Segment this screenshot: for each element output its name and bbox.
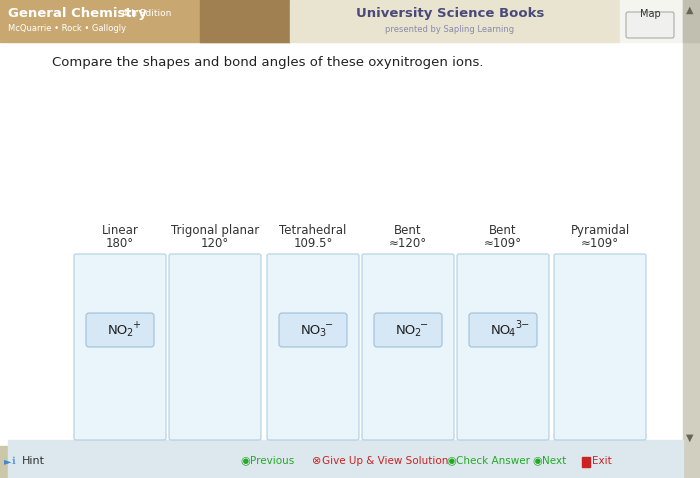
Text: Compare the shapes and bond angles of these oxynitrogen ions.: Compare the shapes and bond angles of th…: [52, 55, 484, 68]
Text: −: −: [420, 320, 428, 330]
Text: ≈109°: ≈109°: [484, 237, 522, 250]
FancyBboxPatch shape: [374, 313, 442, 347]
Text: Give Up & View Solution: Give Up & View Solution: [322, 456, 449, 466]
Bar: [683, 0, 700, 478]
FancyBboxPatch shape: [86, 313, 154, 347]
Text: Next: Next: [542, 456, 566, 466]
Text: ▲: ▲: [686, 5, 694, 15]
Text: McQuarrie • Rock • Gallogly: McQuarrie • Rock • Gallogly: [8, 23, 126, 33]
Text: NO: NO: [301, 324, 321, 337]
Text: 109.5°: 109.5°: [293, 237, 332, 250]
Text: General Chemistry: General Chemistry: [8, 7, 147, 20]
Text: ⊗: ⊗: [312, 456, 321, 466]
Text: Exit: Exit: [592, 456, 612, 466]
Text: 4: 4: [509, 328, 515, 338]
Text: ◉: ◉: [532, 456, 542, 466]
FancyBboxPatch shape: [267, 254, 359, 440]
Text: ◉: ◉: [240, 456, 250, 466]
Text: Map: Map: [640, 9, 661, 19]
FancyBboxPatch shape: [457, 254, 549, 440]
Text: 120°: 120°: [201, 237, 229, 250]
FancyBboxPatch shape: [362, 254, 454, 440]
FancyBboxPatch shape: [169, 254, 261, 440]
Text: Bent: Bent: [394, 224, 422, 237]
Text: ≈120°: ≈120°: [389, 237, 427, 250]
Text: Linear: Linear: [102, 224, 139, 237]
Text: University Science Books: University Science Books: [356, 7, 544, 20]
Text: Check Answer: Check Answer: [456, 456, 530, 466]
Bar: [582, 457, 590, 467]
Text: +: +: [132, 320, 140, 330]
Text: NO: NO: [396, 324, 416, 337]
Text: ≈109°: ≈109°: [581, 237, 619, 250]
Text: Trigonal planar: Trigonal planar: [171, 224, 259, 237]
FancyBboxPatch shape: [626, 12, 674, 38]
Text: NO: NO: [491, 324, 511, 337]
Text: Pyramidal: Pyramidal: [570, 224, 629, 237]
Bar: [620, 0, 700, 42]
Bar: [200, 0, 290, 42]
Bar: [683, 0, 700, 42]
Text: 3: 3: [319, 328, 325, 338]
Bar: [0, 42, 683, 446]
Text: 4th Edition: 4th Edition: [122, 9, 172, 18]
FancyBboxPatch shape: [554, 254, 646, 440]
FancyBboxPatch shape: [279, 313, 347, 347]
Text: ►: ►: [4, 456, 11, 466]
Bar: [0, 0, 290, 42]
Text: Hint: Hint: [22, 456, 45, 466]
Bar: [8, 440, 683, 478]
Text: Previous: Previous: [250, 456, 294, 466]
Text: 2: 2: [126, 328, 132, 338]
Bar: [290, 0, 620, 42]
Text: presented by Sapling Learning: presented by Sapling Learning: [386, 24, 514, 33]
Text: ▼: ▼: [686, 433, 694, 443]
Text: 180°: 180°: [106, 237, 134, 250]
Text: Bent: Bent: [489, 224, 517, 237]
Text: NO: NO: [108, 324, 128, 337]
Text: ℹ: ℹ: [12, 456, 15, 466]
Text: ◉: ◉: [446, 456, 456, 466]
FancyBboxPatch shape: [74, 254, 166, 440]
FancyBboxPatch shape: [469, 313, 537, 347]
Text: 3−: 3−: [515, 320, 529, 330]
Text: Tetrahedral: Tetrahedral: [279, 224, 346, 237]
Text: −: −: [325, 320, 333, 330]
Bar: [0, 446, 683, 478]
Text: 2: 2: [414, 328, 420, 338]
